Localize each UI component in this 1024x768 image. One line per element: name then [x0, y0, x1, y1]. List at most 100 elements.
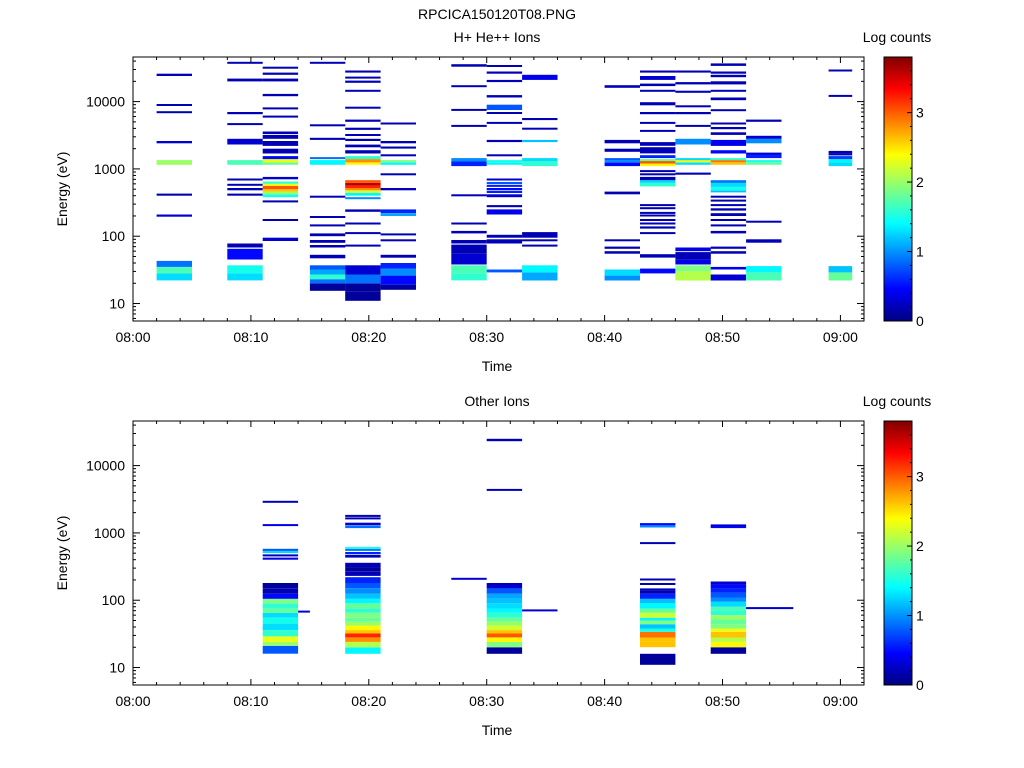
heatmap-cell: [486, 633, 523, 638]
heatmap-cell: [640, 593, 676, 599]
heatmap-cell: [640, 612, 676, 618]
y-axis-label: Energy (eV): [54, 516, 70, 591]
heatmap-cell: [640, 525, 676, 528]
heatmap-cell: [345, 625, 381, 631]
heatmap-cell: [710, 122, 747, 125]
heatmap-cell: [828, 272, 853, 281]
heatmap-cell: [380, 209, 416, 214]
heatmap-cell: [309, 269, 346, 275]
axes: 08:00 08:10 08:20 08:30 08:40 08:50 09:00 10 100…: [86, 57, 865, 345]
heatmap-cell: [828, 94, 853, 97]
heatmap-cell: [227, 265, 263, 274]
heatmap-cell: [451, 244, 487, 254]
heatmap-cell: [380, 146, 416, 149]
heatmap-cell: [309, 245, 346, 248]
heatmap-cell: [309, 233, 346, 237]
heatmap-cell: [262, 134, 299, 139]
heatmap-cell: [262, 548, 299, 551]
heatmap-cell: [710, 132, 747, 135]
heatmap-cell: [640, 603, 676, 609]
heatmap-cell: [710, 150, 747, 154]
heatmap-cell: [640, 129, 676, 132]
heatmap-cell: [710, 581, 747, 585]
x-axis-label: Time: [482, 722, 513, 738]
heatmap-cell: [522, 139, 558, 143]
heatmap-cell: [522, 609, 558, 612]
x-tick-label: 08:40: [587, 693, 622, 709]
heatmap-cell: [345, 188, 381, 191]
heatmap-cell: [156, 273, 192, 281]
heatmap-cell: [710, 195, 747, 198]
heatmap-cell: [309, 195, 346, 198]
heatmap-cell: [345, 180, 381, 183]
x-tick-label: 08:20: [351, 329, 386, 345]
heatmap-cell: [486, 154, 523, 157]
heatmap-cell: [227, 273, 263, 281]
heatmap-cell: [640, 182, 676, 187]
heatmap-cell: [675, 172, 711, 175]
heatmap-cell: [640, 83, 676, 87]
figure-title: RPCICA150120T08.PNG: [418, 6, 576, 22]
heatmap-cell: [486, 65, 523, 67]
heatmap-cell: [262, 181, 299, 184]
heatmap-cell: [640, 624, 676, 629]
heatmap-cell: [604, 139, 640, 144]
heatmap-cell: [345, 138, 381, 141]
heatmap-cell: [486, 239, 523, 244]
heatmap-cell: [746, 138, 782, 144]
heatmap-cell: [675, 138, 711, 145]
heatmap-cell: [156, 214, 192, 217]
heatmap-cell: [486, 160, 523, 163]
heatmap-cell: [710, 182, 747, 187]
heatmap-cell: [640, 590, 676, 594]
heatmap-cell: [640, 226, 676, 229]
heatmap-cell: [345, 283, 381, 292]
heatmap-cell: [710, 204, 747, 207]
heatmap-cell: [380, 268, 416, 276]
heatmap-cell: [746, 607, 794, 610]
heatmap-cell: [345, 577, 381, 584]
heatmap-cell: [675, 112, 711, 115]
heatmap-cell: [345, 617, 381, 622]
heatmap-cell: [156, 104, 192, 106]
heatmap-cell: [640, 219, 676, 221]
heatmap-cell: [746, 135, 782, 139]
heatmap-cell: [710, 619, 747, 625]
heatmap-cell: [710, 524, 747, 527]
heatmap-cell: [640, 180, 676, 183]
y-tick-label: 10000: [86, 458, 125, 474]
heatmap-cell: [640, 598, 676, 604]
heatmap-cell: [710, 160, 747, 163]
heatmap-cell: [486, 162, 523, 165]
heatmap-cell: [486, 184, 523, 187]
heatmap-cell: [640, 147, 676, 154]
heatmap-cell: [486, 603, 523, 609]
heatmap-cell: [710, 63, 747, 66]
heatmap-cell: [640, 653, 676, 665]
heatmap-cell: [262, 641, 299, 646]
heatmap-cell: [640, 176, 676, 181]
x-tick-label: 08:10: [233, 693, 268, 709]
heatmap-cell: [710, 81, 747, 85]
heatmap-cell: [710, 180, 747, 183]
heatmap-cell: [746, 152, 782, 155]
heatmap-cell: [262, 550, 299, 554]
heatmap-cell: [828, 69, 853, 72]
heatmap-cell: [604, 160, 640, 163]
panel-title: H+ He++ Ions: [454, 29, 541, 45]
heatmap-cell: [640, 214, 676, 217]
panel-other-ions: Other Ions Log counts 08:00 08:10 08:20 08:…: [54, 393, 931, 738]
heatmap-cell: [262, 131, 299, 134]
heatmap-cell: [640, 620, 676, 625]
heatmap-cell: [640, 268, 676, 274]
heatmap-cell: [710, 224, 747, 227]
heatmap-cell: [345, 571, 381, 576]
heatmap-cell: [262, 636, 299, 642]
y-axis-label: Energy (eV): [54, 152, 70, 227]
heatmap-cell: [298, 610, 310, 613]
heatmap-cell: [710, 525, 747, 529]
heatmap-cell: [486, 104, 523, 110]
heatmap-cell: [640, 112, 676, 115]
heatmap-cell: [262, 557, 299, 560]
